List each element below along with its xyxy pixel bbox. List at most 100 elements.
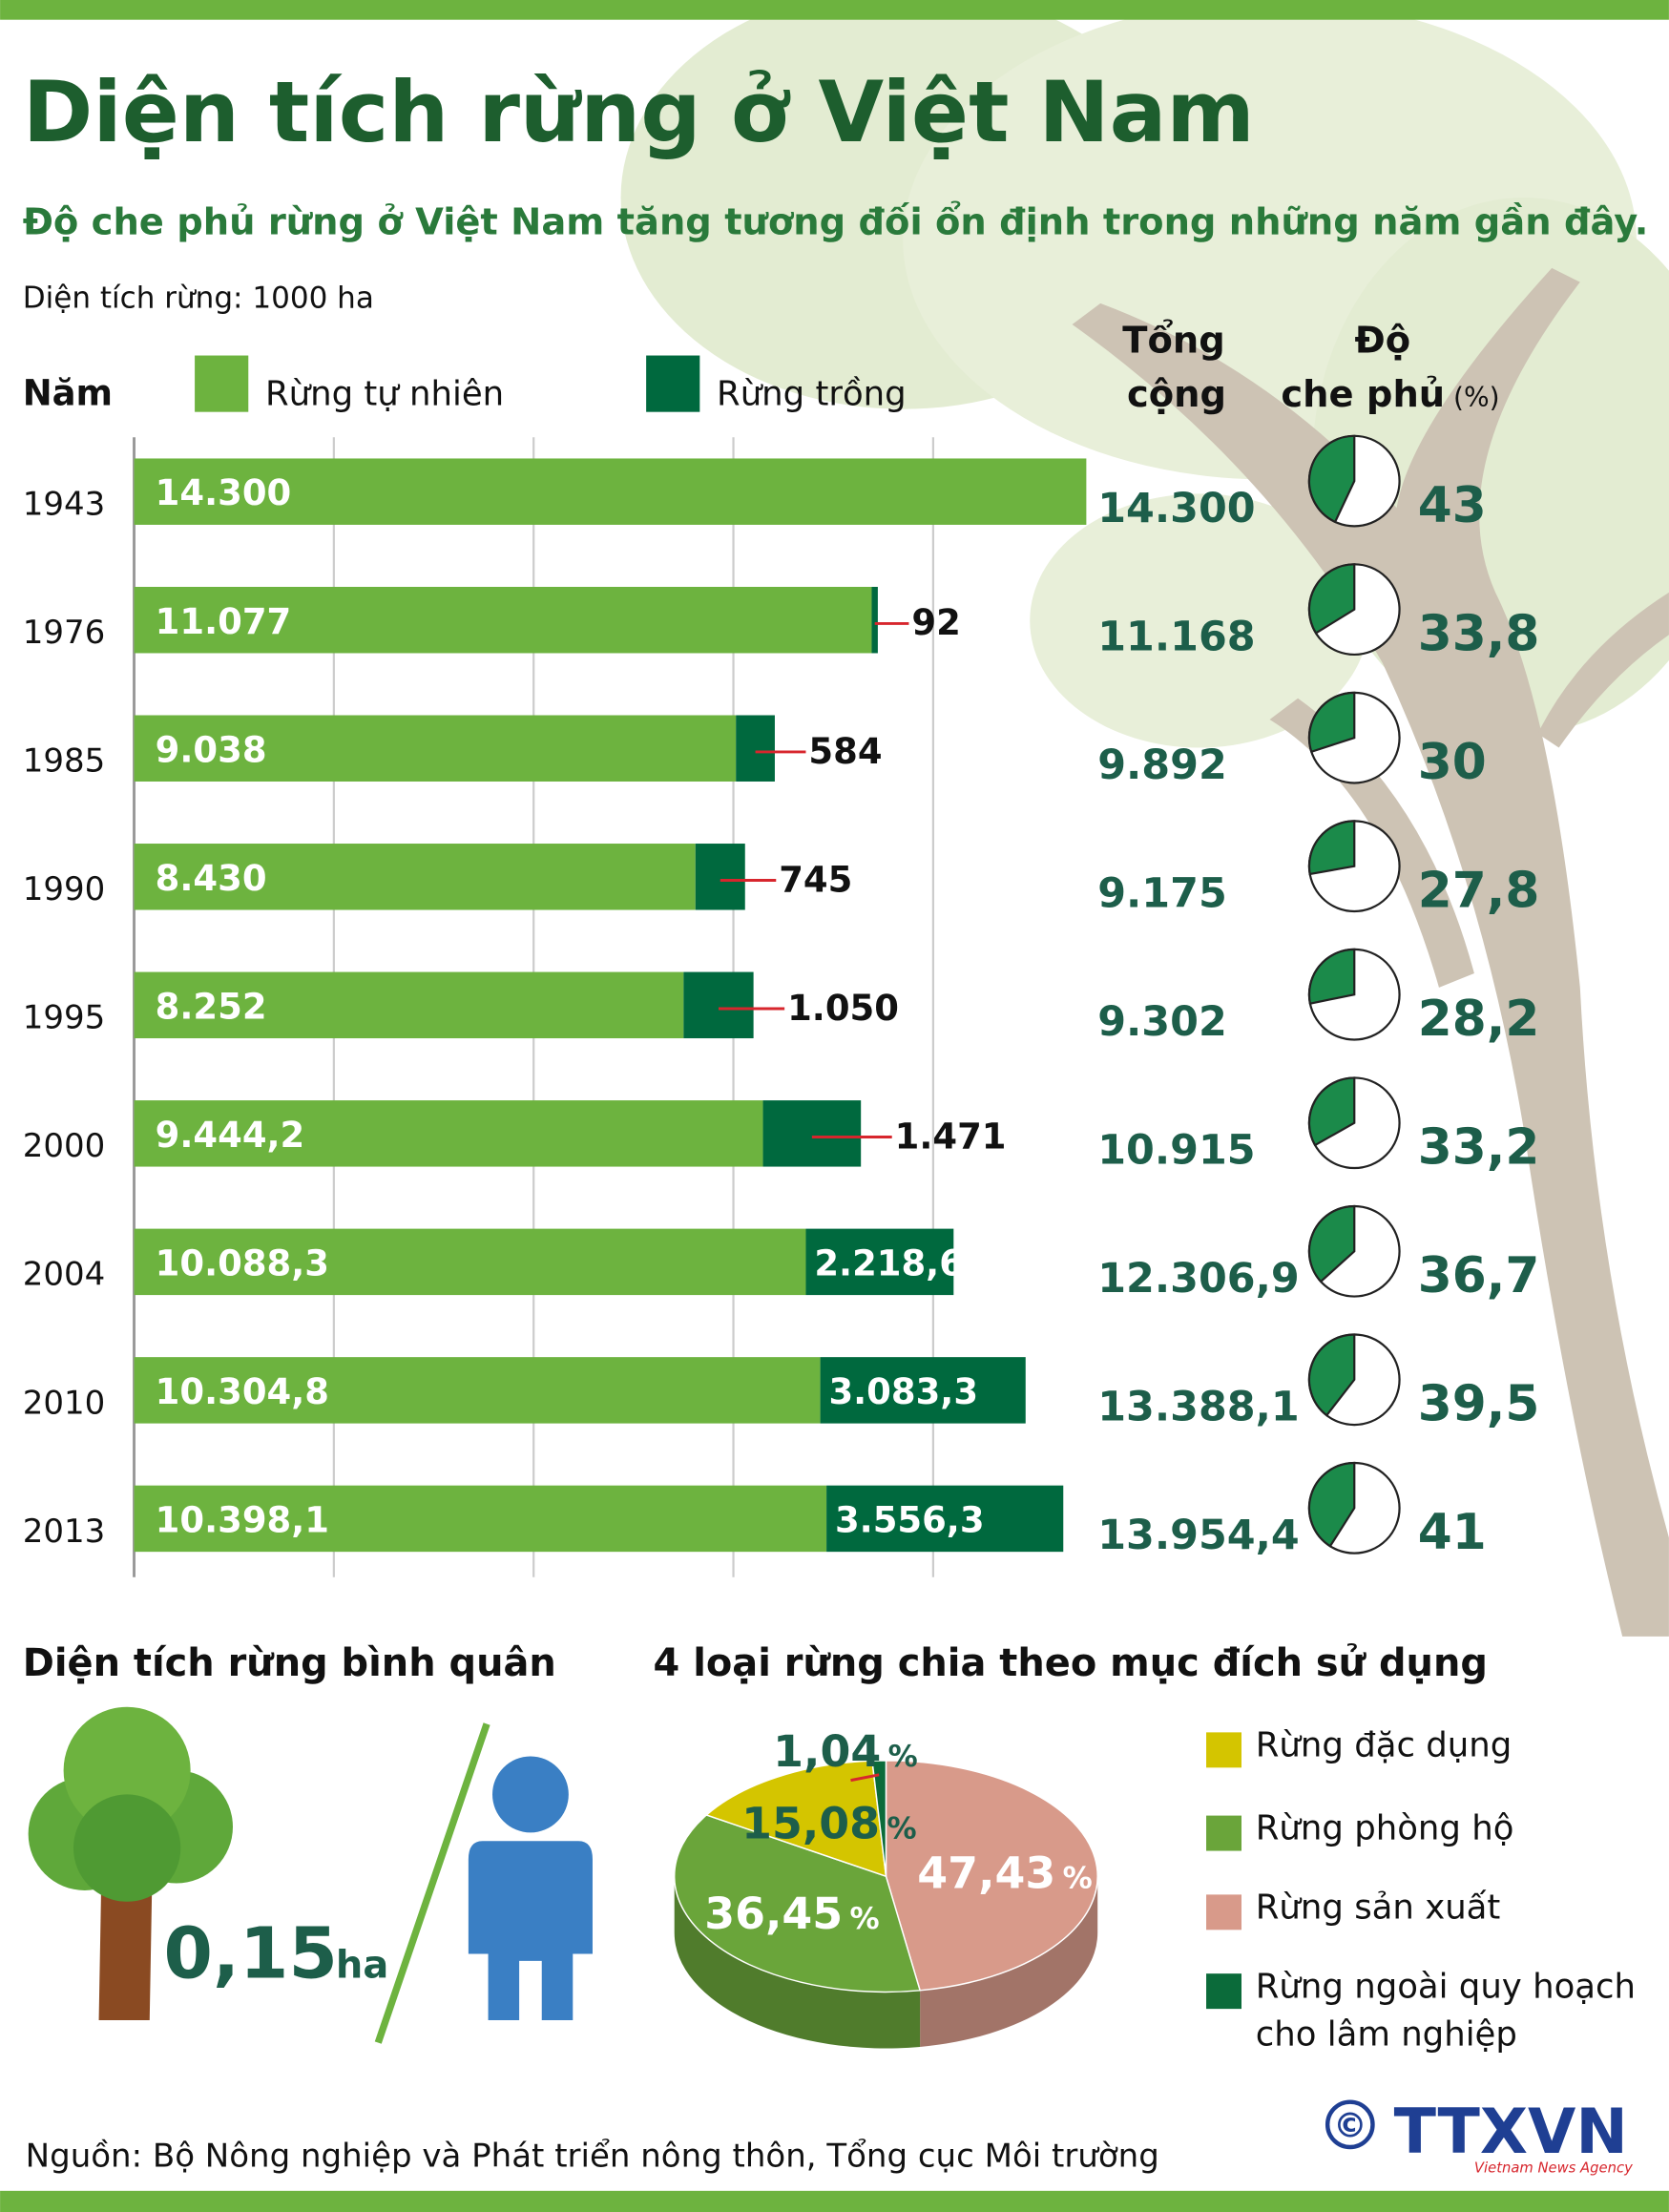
- logo-text: TTXVN: [1394, 2097, 1628, 2168]
- pie-unit: %: [887, 1812, 916, 1847]
- pie-label: 15,08%: [741, 1798, 916, 1849]
- logo-tagline: Vietnam News Agency: [1474, 2160, 1633, 2177]
- bar-label: 745: [779, 859, 852, 900]
- bar-segment: [695, 844, 745, 910]
- coverage-wedge: [1307, 691, 1356, 754]
- pie-value: 47,43: [917, 1847, 1055, 1899]
- coverage-wedge: [1307, 948, 1356, 1005]
- bar-segment: [736, 715, 775, 782]
- pie-label: 1,04%: [773, 1725, 918, 1777]
- coverage-wedge: [1307, 1204, 1356, 1283]
- pie-unit: %: [1063, 1862, 1093, 1896]
- bar-segment: [134, 1485, 827, 1553]
- year-label: 1976: [23, 614, 106, 652]
- pie-slice: [673, 1814, 922, 1993]
- pie-value: 1,04: [773, 1725, 881, 1777]
- bar-label: 8.252: [156, 986, 267, 1027]
- bar-label: 1.050: [787, 988, 899, 1029]
- bar-label: 584: [808, 731, 882, 772]
- coverage-header: Độ: [1355, 320, 1411, 363]
- year-label: 2004: [23, 1256, 106, 1294]
- per-capita-title: Diện tích rừng bình quân: [23, 1641, 556, 1685]
- coverage-label: 28,2: [1418, 991, 1540, 1048]
- year-label: 2000: [23, 1127, 106, 1165]
- pie-unit: %: [850, 1902, 880, 1936]
- coverage-unit: (%): [1453, 382, 1500, 413]
- bar-segment: [762, 1100, 862, 1167]
- divider: [374, 1722, 490, 2044]
- total-label: 11.168: [1097, 614, 1255, 661]
- totals-header: cộng: [1127, 373, 1226, 416]
- pie-label: 47,43%: [917, 1847, 1092, 1899]
- pie-slice: [871, 1760, 887, 1877]
- total-label: 13.954,4: [1097, 1512, 1300, 1559]
- background-tree: [620, 0, 1669, 1637]
- pie-side: [920, 1876, 1098, 2047]
- total-label: 10.915: [1097, 1127, 1255, 1175]
- bar-segment: [134, 844, 696, 910]
- bar-label: 3.556,3: [835, 1499, 985, 1540]
- legend-label: Rừng đặc dụng: [1255, 1724, 1513, 1765]
- pie-value: 15,08: [741, 1798, 880, 1849]
- category-header: Năm: [23, 372, 113, 413]
- total-label: 9.892: [1097, 741, 1227, 789]
- legend-swatch: [646, 355, 700, 412]
- bar-segment: [871, 586, 878, 654]
- subtitle: Độ che phủ rừng ở Việt Nam tăng tương đố…: [23, 199, 1649, 243]
- coverage-wedge: [1307, 820, 1356, 876]
- year-label: 2013: [23, 1513, 106, 1551]
- legend-label: Rừng trồng: [717, 374, 907, 413]
- legend-swatch: [1206, 1815, 1241, 1851]
- bar-segment: [134, 971, 684, 1039]
- pie-value: 36,45: [704, 1888, 843, 1939]
- bar-segment: [134, 1228, 806, 1296]
- bar-label: 9.444,2: [156, 1115, 305, 1156]
- per-capita-value: 0,15: [164, 1913, 338, 1995]
- source: Nguồn: Bộ Nông nghiệp và Phát triển nông…: [26, 2138, 1159, 2176]
- title: Diện tích rừng ở Việt Nam: [23, 63, 1255, 161]
- legend-swatch: [195, 355, 249, 412]
- coverage-wedge: [1307, 563, 1356, 636]
- legend-label: Rừng ngoài quy hoạch cho lâm nghiệp: [1255, 1966, 1637, 2055]
- bar-segment: [134, 586, 872, 654]
- bar-label: 1.471: [895, 1116, 1007, 1157]
- top-band: [0, 0, 1669, 20]
- total-label: 14.300: [1097, 485, 1255, 532]
- legend-item: Rừng phòng hộ: [1256, 1808, 1514, 1847]
- label-leader: [850, 1773, 880, 1783]
- bar-segment: [134, 1100, 763, 1167]
- logo-ring: [1325, 2099, 1375, 2150]
- coverage-label: 39,5: [1418, 1376, 1540, 1433]
- legend-swatch: [1206, 1973, 1241, 2010]
- bar-label: 3.083,3: [828, 1371, 978, 1412]
- bar-label: 8.430: [156, 858, 267, 899]
- bar-label: 14.300: [156, 472, 292, 513]
- bar-label: 11.077: [156, 601, 292, 642]
- pie-title: 4 loại rừng chia theo mục đích sử dụng: [654, 1641, 1488, 1685]
- per-capita-unit: ha: [336, 1944, 388, 1988]
- legend-label: Rừng tự nhiên: [265, 374, 504, 413]
- year-label: 1990: [23, 870, 106, 908]
- bar-segment: [826, 1485, 1064, 1553]
- logo-symbol: ©: [1333, 2107, 1366, 2146]
- bar-label: 10.398,1: [156, 1499, 329, 1540]
- coverage-wedge: [1307, 1461, 1356, 1548]
- legend-item: Rừng đặc dụng: [1255, 1724, 1513, 1765]
- coverage-label: 33,8: [1418, 606, 1540, 663]
- coverage-header: che phủ (%): [1281, 373, 1499, 416]
- bar-label: 10.304,8: [156, 1371, 329, 1412]
- bar-label: 2.218,6: [814, 1242, 964, 1283]
- total-label: 13.388,1: [1097, 1384, 1300, 1431]
- pie-slice: [885, 1760, 1098, 1992]
- bar-segment: [134, 715, 737, 782]
- legend-label: Rừng sản xuất: [1255, 1887, 1501, 1928]
- year-label: 2010: [23, 1384, 106, 1422]
- bottom-band: [0, 2190, 1669, 2212]
- bar-segment: [134, 1357, 821, 1424]
- coverage-wedge: [1307, 434, 1356, 524]
- coverage-wedge: [1307, 1076, 1356, 1147]
- bar-segment: [805, 1228, 954, 1296]
- pie-label: 36,45%: [704, 1888, 879, 1939]
- bar-label: 92: [911, 602, 960, 643]
- legend-item: Rừng ngoài quy hoạch cho lâm nghiệp: [1255, 1966, 1637, 2055]
